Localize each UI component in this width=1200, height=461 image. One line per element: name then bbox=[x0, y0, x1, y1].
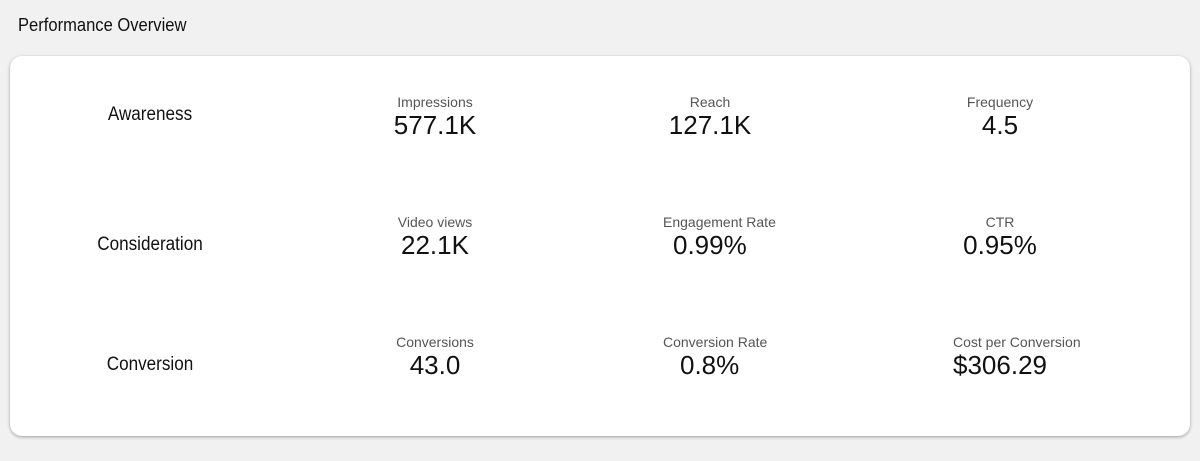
metric-label: Conversions bbox=[396, 334, 474, 350]
metric-label: Impressions bbox=[397, 94, 473, 110]
page-title: Performance Overview bbox=[18, 15, 187, 35]
metric-value: 4.5 bbox=[981, 110, 1019, 140]
metric-conversions: Conversions 43.0 bbox=[325, 334, 545, 381]
metric-conversion-rate: Conversion Rate 0.8% bbox=[663, 334, 883, 381]
metric-value: 127.1K bbox=[668, 110, 752, 140]
metric-label: Engagement Rate bbox=[663, 214, 776, 230]
metric-value: 0.99% bbox=[673, 230, 747, 260]
performance-card: Awareness Impressions 577.1K Reach 127.1… bbox=[10, 56, 1190, 436]
metric-impressions: Impressions 577.1K bbox=[325, 94, 545, 141]
row-label-consideration: Consideration bbox=[97, 234, 203, 255]
metric-label: Video views bbox=[397, 214, 473, 230]
metric-label: Cost per Conversion bbox=[953, 334, 1081, 350]
metric-video-views: Video views 22.1K bbox=[325, 214, 545, 261]
metric-value: $306.29 bbox=[953, 350, 1047, 380]
metric-cost-per-conversion: Cost per Conversion $306.29 bbox=[953, 334, 1173, 381]
metric-label: Frequency bbox=[966, 94, 1034, 110]
row-label-conversion: Conversion bbox=[106, 354, 194, 375]
metric-reach: Reach 127.1K bbox=[600, 94, 820, 141]
metric-label: Reach bbox=[689, 94, 731, 110]
row-label-awareness: Awareness bbox=[107, 104, 193, 125]
metric-label: Conversion Rate bbox=[663, 334, 768, 350]
metric-ctr: CTR 0.95% bbox=[890, 214, 1110, 261]
metric-value: 22.1K bbox=[401, 230, 469, 260]
metric-value: 43.0 bbox=[409, 350, 461, 380]
metric-engagement-rate: Engagement Rate 0.99% bbox=[663, 214, 883, 261]
metric-value: 577.1K bbox=[393, 110, 477, 140]
metric-value: 0.95% bbox=[963, 230, 1037, 260]
metric-value: 0.8% bbox=[680, 350, 740, 380]
metric-frequency: Frequency 4.5 bbox=[890, 94, 1110, 141]
metric-label: CTR bbox=[985, 214, 1015, 230]
